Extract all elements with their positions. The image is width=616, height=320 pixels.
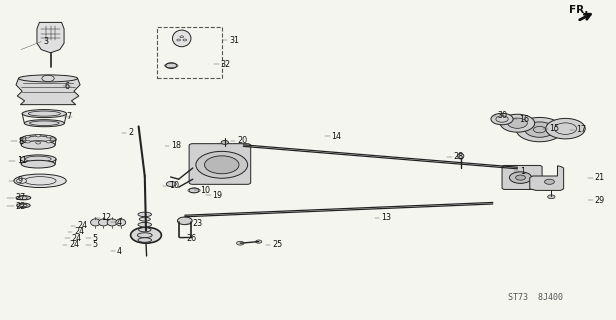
Ellipse shape [20,135,56,144]
Ellipse shape [116,219,126,226]
Text: 31: 31 [229,36,239,44]
Text: 14: 14 [331,132,341,140]
Text: 20: 20 [237,136,247,145]
Ellipse shape [22,109,67,118]
Ellipse shape [20,155,56,163]
Text: FR.: FR. [569,5,588,15]
Text: 27: 27 [15,193,26,202]
Polygon shape [37,22,64,53]
Circle shape [46,135,51,138]
Ellipse shape [24,120,65,127]
Text: 2: 2 [128,128,133,137]
Text: 10: 10 [169,181,179,190]
Circle shape [36,141,41,144]
Text: 32: 32 [221,60,230,68]
Circle shape [509,172,532,183]
Ellipse shape [138,222,152,227]
Text: 24: 24 [77,221,87,230]
Circle shape [256,240,262,243]
Circle shape [500,114,535,132]
Circle shape [508,118,527,128]
Text: 24: 24 [69,240,79,249]
FancyBboxPatch shape [502,165,542,189]
Text: 13: 13 [381,213,391,222]
Ellipse shape [99,219,108,226]
Text: 17: 17 [576,125,586,134]
Text: 4: 4 [117,247,122,256]
Text: 9: 9 [17,176,22,185]
Text: 5: 5 [92,234,97,243]
Ellipse shape [17,203,30,208]
Circle shape [491,113,513,125]
Circle shape [36,134,41,137]
Ellipse shape [138,212,152,217]
Circle shape [516,117,563,142]
Circle shape [221,140,229,144]
Circle shape [525,122,554,137]
Circle shape [51,138,55,140]
Circle shape [548,195,555,199]
Text: 10: 10 [200,186,210,195]
Polygon shape [16,78,80,105]
Circle shape [17,178,26,183]
Ellipse shape [91,219,100,226]
Text: 11: 11 [17,156,27,165]
Text: 29: 29 [594,196,605,204]
Text: 3: 3 [43,37,48,46]
Polygon shape [530,166,564,190]
Text: 25: 25 [272,240,283,249]
Text: 22: 22 [15,202,26,211]
Ellipse shape [107,219,117,226]
Circle shape [177,217,192,225]
Circle shape [166,63,177,68]
Circle shape [205,156,239,174]
FancyBboxPatch shape [189,144,251,184]
Text: 24: 24 [74,228,84,236]
Text: 16: 16 [519,115,529,124]
Text: 28: 28 [453,152,463,161]
Ellipse shape [458,153,464,159]
Ellipse shape [16,196,31,200]
Text: 24: 24 [71,234,81,243]
Text: 8: 8 [18,137,23,146]
Text: 7: 7 [66,112,71,121]
Ellipse shape [172,30,191,47]
Bar [157,27,222,78]
Circle shape [516,175,525,180]
Circle shape [166,181,176,187]
Circle shape [237,241,244,245]
Ellipse shape [14,174,67,188]
Ellipse shape [21,160,55,168]
Circle shape [189,188,199,193]
Text: 21: 21 [594,173,604,182]
Text: 15: 15 [549,124,559,133]
Ellipse shape [138,238,152,242]
Text: 19: 19 [213,191,222,200]
Text: 12: 12 [102,213,111,222]
Text: 30: 30 [498,111,508,120]
Circle shape [545,179,554,184]
Ellipse shape [139,217,150,221]
Text: 23: 23 [192,220,202,228]
Text: ST73  8J400: ST73 8J400 [508,293,563,302]
Circle shape [196,151,248,178]
Circle shape [131,227,161,243]
Text: 4: 4 [117,218,122,227]
Circle shape [46,140,51,143]
Ellipse shape [21,141,55,149]
Circle shape [25,140,30,143]
Text: 18: 18 [171,141,181,150]
Text: 5: 5 [92,240,97,249]
Circle shape [25,135,30,138]
Text: 26: 26 [186,234,196,243]
Text: 6: 6 [65,82,70,91]
Text: 1: 1 [521,167,525,176]
Ellipse shape [18,75,78,82]
Ellipse shape [137,233,152,237]
Ellipse shape [139,228,151,232]
Circle shape [546,118,585,139]
Circle shape [21,138,26,140]
